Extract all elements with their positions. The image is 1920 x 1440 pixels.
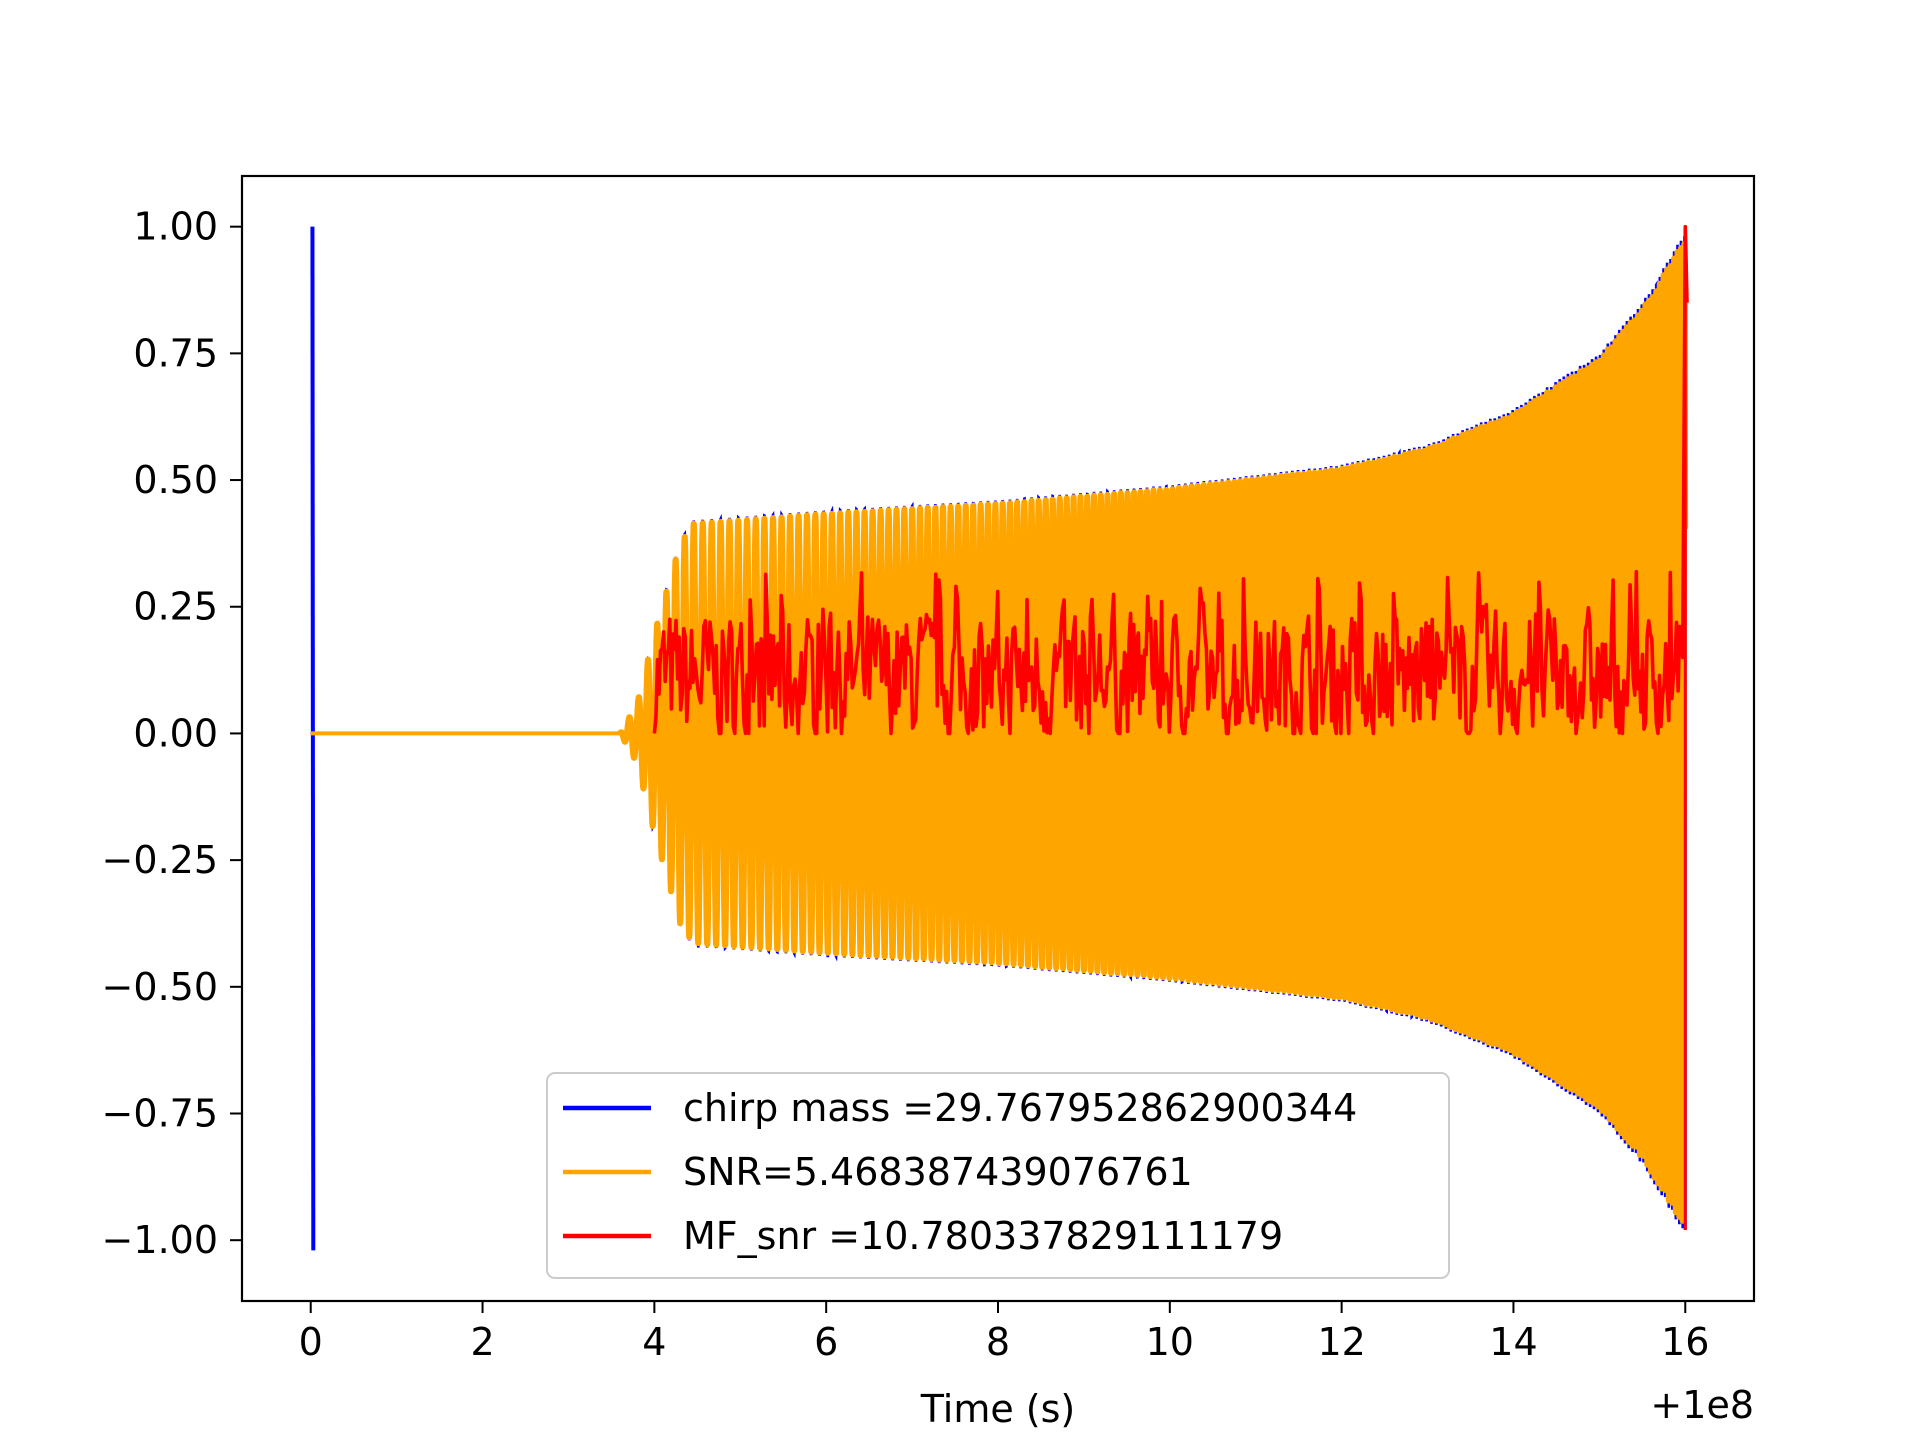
y-tick-label: −0.50 <box>102 965 218 1009</box>
x-tick-label: 4 <box>642 1320 666 1364</box>
y-tick-label: 0.25 <box>133 585 218 629</box>
series-layer <box>310 224 1689 1251</box>
x-axis: 0 2 4 6 8 10 12 14 16 <box>299 1301 1709 1364</box>
x-axis-offset-label: +1e8 <box>1650 1383 1754 1427</box>
series-chirp-mass-spike <box>310 226 316 1251</box>
y-tick-label: −0.25 <box>102 838 218 882</box>
y-tick-label: 0.75 <box>133 331 218 375</box>
series-mf-snr <box>652 224 1689 736</box>
x-tick-label: 0 <box>299 1320 323 1364</box>
legend-label-snr: SNR=5.468387439076761 <box>683 1150 1193 1194</box>
legend-box <box>546 1072 1450 1279</box>
x-axis-label: Time (s) <box>920 1387 1076 1431</box>
y-tick-label: −0.75 <box>102 1092 218 1136</box>
y-tick-label: 0.50 <box>133 458 218 502</box>
legend: chirp mass =29.767952862900344 SNR=5.468… <box>546 1072 1450 1279</box>
x-tick-label: 12 <box>1317 1320 1365 1364</box>
x-tick-label: 10 <box>1146 1320 1194 1364</box>
y-tick-label: 1.00 <box>133 205 218 249</box>
x-tick-label: 16 <box>1661 1320 1709 1364</box>
y-tick-label: 0.00 <box>133 711 218 755</box>
y-tick-label: −1.00 <box>102 1218 218 1262</box>
series-snr <box>617 240 1689 1224</box>
x-tick-label: 14 <box>1489 1320 1537 1364</box>
legend-label-mf: MF_snr =10.780337829111179 <box>683 1214 1283 1258</box>
x-tick-label: 2 <box>470 1320 494 1364</box>
x-tick-label: 6 <box>814 1320 838 1364</box>
legend-label-chirp: chirp mass =29.767952862900344 <box>683 1086 1357 1130</box>
x-tick-label: 8 <box>986 1320 1010 1364</box>
y-axis: 1.00 0.75 0.50 0.25 0.00 −0.25 −0.50 −0.75 −1.00 <box>102 205 242 1262</box>
